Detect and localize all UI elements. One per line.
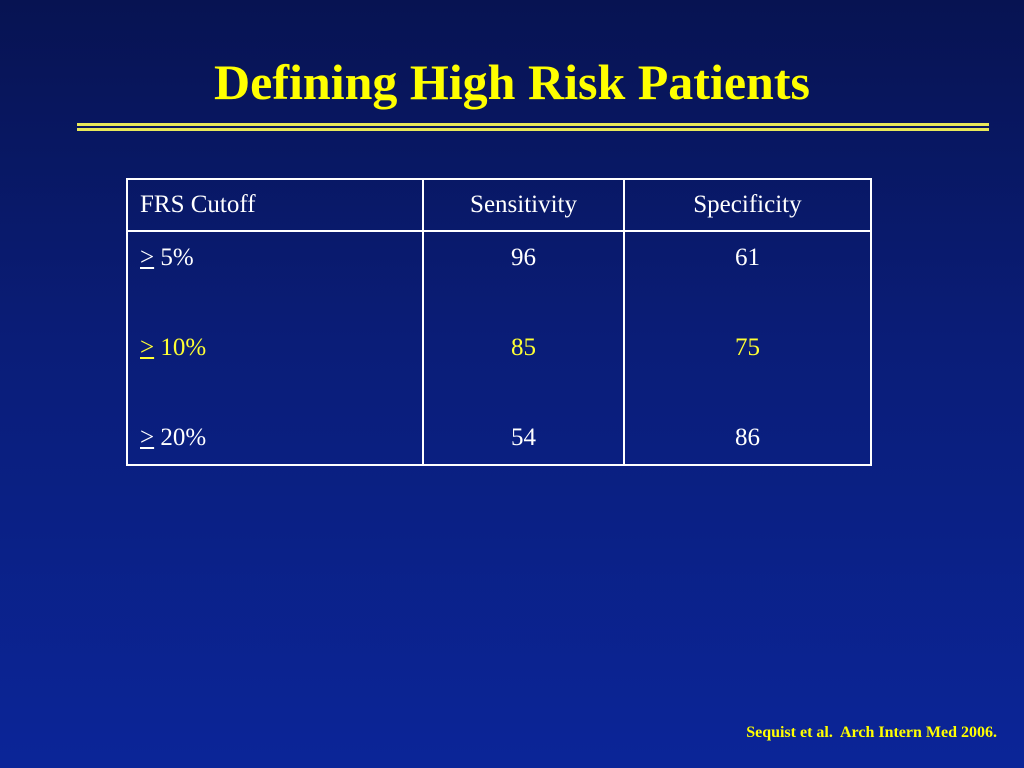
cutoff-value: 10%	[160, 334, 207, 361]
cutoff-cell: > 10%	[125, 322, 425, 412]
greater-or-equal-symbol: >	[140, 244, 155, 271]
title-underline-rule	[77, 123, 989, 132]
sensitivity-cell: 54	[422, 412, 625, 465]
cutoff-value: 5%	[154, 244, 194, 271]
table-row: > 10% 85 75	[125, 322, 873, 412]
table-header-row: FRS Cutoff Sensitivity Specificity	[125, 179, 873, 232]
table-row: > 5% 96 61	[125, 231, 873, 322]
specificity-cell: 86	[622, 412, 873, 465]
sensitivity-cell: 85	[422, 322, 625, 412]
cutoff-cell: > 5%	[125, 231, 425, 322]
sensitivity-cell: 96	[422, 231, 625, 322]
frs-cutoff-table: FRS Cutoff Sensitivity Specificity > 5% …	[125, 178, 873, 466]
greater-or-equal-symbol: >	[140, 424, 155, 451]
title-rule-line-top	[77, 123, 989, 126]
specificity-cell: 61	[622, 231, 873, 322]
citation-text: Sequist et al. Arch Intern Med 2006.	[746, 724, 997, 741]
cutoff-value: 20%	[160, 424, 207, 451]
header-frs-cutoff: FRS Cutoff	[125, 179, 425, 232]
slide-title: Defining High Risk Patients	[214, 54, 810, 110]
table-row: > 20% 54 86	[125, 412, 873, 465]
greater-or-equal-symbol: >	[140, 334, 155, 361]
title-rule-line-bottom	[77, 128, 989, 131]
cutoff-cell: > 20%	[125, 412, 425, 465]
specificity-cell: 75	[622, 322, 873, 412]
header-specificity: Specificity	[622, 179, 873, 232]
header-sensitivity: Sensitivity	[422, 179, 625, 232]
